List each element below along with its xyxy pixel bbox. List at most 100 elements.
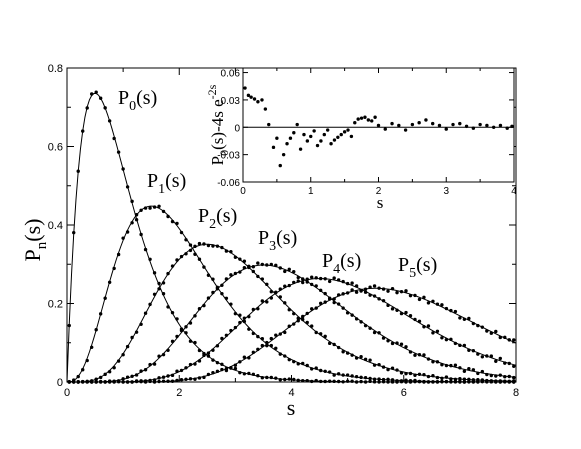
inset-data-point [424, 118, 428, 122]
inset-data-point [319, 139, 323, 143]
inset-data-point [302, 132, 306, 137]
data-point-p2 [404, 371, 408, 376]
data-point-p3 [224, 277, 229, 281]
data-point-p4 [408, 314, 413, 318]
data-point-p3 [507, 374, 511, 379]
data-point-p1 [341, 373, 345, 377]
x-tick-label: 8 [513, 387, 519, 399]
data-point-p2 [440, 376, 444, 380]
data-point-p2 [359, 355, 363, 359]
inset-data-point [322, 132, 326, 137]
data-point-p4 [287, 283, 291, 288]
data-point-p3 [381, 336, 386, 340]
data-point-p2 [476, 378, 480, 382]
data-point-p5 [408, 293, 413, 298]
data-point-p5 [242, 355, 247, 359]
data-point-p0 [143, 247, 148, 252]
data-point-p5 [363, 287, 368, 291]
data-point-p4 [345, 281, 350, 286]
data-point-p4 [161, 375, 166, 379]
data-point-p5 [327, 296, 332, 300]
data-point-p5 [130, 380, 134, 384]
data-point-p3 [453, 363, 458, 367]
inset-data-point [366, 118, 371, 122]
data-point-p5 [260, 343, 265, 348]
data-point-p2 [413, 373, 417, 377]
data-point-p1 [166, 214, 170, 219]
inset-data-point [309, 134, 313, 139]
curve-label-tail: (s) [276, 227, 297, 249]
data-point-p3 [310, 282, 314, 287]
inset-data-point [312, 129, 316, 133]
data-point-p3 [336, 302, 341, 306]
inset-x-tick-label: 1 [308, 186, 314, 197]
data-point-p3 [363, 323, 368, 328]
data-point-p4 [224, 333, 229, 337]
data-point-p2 [202, 242, 206, 246]
x-tick-label: 0 [64, 387, 70, 399]
data-point-p2 [220, 245, 224, 250]
data-point-p1 [94, 328, 98, 332]
data-point-p4 [435, 329, 440, 333]
inset-data-point [332, 138, 337, 142]
data-point-p5 [72, 380, 76, 384]
data-point-p3 [260, 262, 265, 267]
data-point-p5 [336, 293, 341, 297]
data-point-p5 [139, 379, 143, 384]
data-point-p1 [381, 377, 386, 382]
data-point-p4 [215, 344, 220, 348]
data-point-p0 [81, 129, 85, 133]
data-point-p2 [507, 379, 511, 384]
inset-data-point [491, 125, 496, 129]
data-point-p3 [166, 348, 170, 352]
data-point-p1 [278, 352, 282, 356]
inset-data-points [243, 86, 514, 168]
data-point-p2 [179, 254, 184, 259]
data-point-p2 [130, 335, 134, 340]
data-point-p1 [134, 213, 139, 217]
inset-data-point [498, 123, 503, 128]
data-point-p5 [152, 380, 157, 384]
data-point-p5 [305, 311, 309, 316]
inset-data-point [356, 117, 360, 121]
data-point-p3 [157, 354, 161, 358]
curve-label-sub: 2 [209, 217, 216, 232]
data-point-p5 [390, 286, 395, 291]
data-point-p5 [67, 380, 71, 384]
data-point-p0 [157, 281, 161, 286]
inset-data-point [431, 121, 435, 126]
inset-data-point [451, 122, 455, 127]
data-point-p1 [327, 370, 332, 374]
data-point-p0 [341, 380, 345, 384]
data-point-p5 [323, 300, 327, 304]
data-point-p1 [202, 265, 206, 269]
data-point-p3 [386, 339, 390, 343]
data-point-p5 [269, 336, 273, 341]
data-point-p2 [229, 250, 233, 254]
data-point-p5 [462, 317, 467, 322]
data-point-p1 [350, 374, 354, 378]
data-point-p2 [170, 264, 175, 268]
data-point-p4 [431, 331, 435, 335]
data-point-p5 [332, 297, 336, 301]
data-point-p2 [323, 334, 327, 339]
curve-label-sub: 5 [409, 266, 416, 281]
data-point-p4 [170, 373, 175, 378]
data-point-p5 [184, 377, 188, 382]
data-point-p2 [103, 372, 107, 377]
data-point-p1 [269, 343, 273, 348]
inset-data-point [373, 115, 377, 119]
inset-y-tick-label: -0.03 [217, 151, 240, 162]
data-point-p3 [211, 290, 215, 295]
data-point-p1 [103, 296, 107, 300]
data-point-p5 [175, 378, 179, 383]
data-point-p0 [354, 380, 359, 384]
data-point-p3 [238, 270, 242, 274]
data-point-p2 [372, 363, 377, 367]
data-point-p0 [359, 379, 363, 384]
y-title-sub: n [34, 241, 50, 249]
data-point-p0 [90, 92, 94, 96]
curve-label-p4: P4(s) [322, 250, 361, 277]
data-point-p1 [345, 373, 350, 377]
data-point-p4 [188, 362, 193, 367]
